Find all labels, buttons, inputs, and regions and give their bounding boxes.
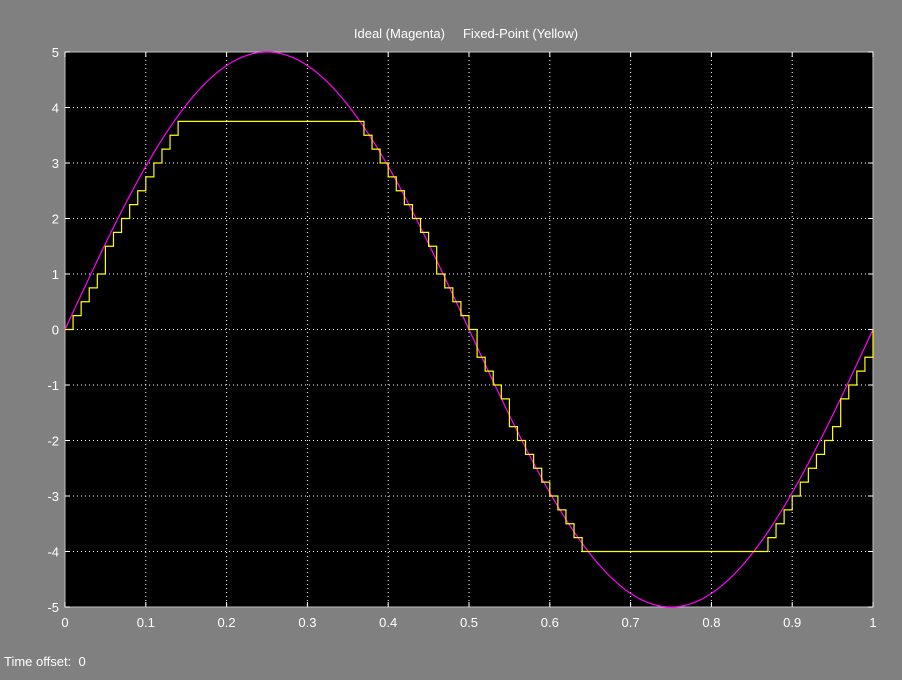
- x-tick-label: 0.4: [379, 615, 397, 630]
- x-tick-label: 0.5: [460, 615, 478, 630]
- axis-ticks: 0 0.1 0.2 0.3 0.4 0.5 0.6 0.7 0.8 0.9 1 5 4 3 2 1 0 -1 -2 -…: [47, 45, 876, 630]
- y-tick-label: 5: [52, 45, 59, 60]
- x-tick-label: 0.1: [137, 615, 155, 630]
- time-offset-value: 0: [78, 654, 86, 669]
- x-tick-label: 0.7: [622, 615, 640, 630]
- time-offset-readout: Time offset: 0: [4, 654, 86, 669]
- x-tick-label: 1: [869, 615, 876, 630]
- y-tick-label: 4: [52, 101, 59, 116]
- chart-title: Ideal (Magenta) Fixed-Point (Yellow): [354, 26, 578, 41]
- series-layer: [64, 51, 874, 608]
- y-tick-label: 0: [52, 323, 59, 338]
- y-tick-label: 3: [52, 156, 59, 171]
- y-tick-label: -2: [47, 434, 59, 449]
- x-tick-label: 0.2: [218, 615, 236, 630]
- time-offset-label: Time offset:: [4, 654, 72, 669]
- y-tick-label: -5: [47, 600, 59, 615]
- x-tick-label: 0.3: [298, 615, 316, 630]
- x-tick-label: 0.9: [783, 615, 801, 630]
- x-tick-label: 0.6: [541, 615, 559, 630]
- x-tick-label: 0: [61, 615, 68, 630]
- y-tick-label: -1: [47, 378, 59, 393]
- series-fixed-point-stairs: [65, 120, 874, 553]
- x-tick-label: 0.8: [702, 615, 720, 630]
- y-tick-label: -3: [47, 489, 59, 504]
- y-tick-label: 1: [52, 267, 59, 282]
- y-tick-label: 2: [52, 212, 59, 227]
- y-tick-label: -4: [47, 545, 59, 560]
